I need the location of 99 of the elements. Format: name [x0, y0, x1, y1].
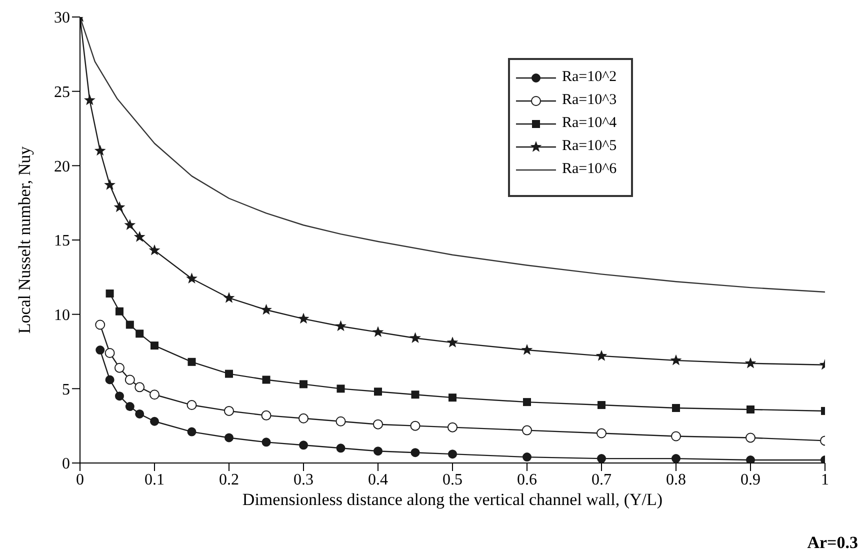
- x-axis-title: Dimensionless distance along the vertical channel wall, (Y/L): [242, 490, 663, 509]
- point: [135, 409, 144, 418]
- point: [672, 404, 680, 412]
- point: [598, 401, 606, 410]
- legend-label: Ra=10^4: [562, 115, 617, 132]
- point: [262, 376, 270, 384]
- point: [105, 375, 114, 384]
- legend-label: Ra=10^5: [562, 138, 617, 155]
- point: [150, 390, 160, 400]
- point: [374, 388, 382, 396]
- point: [260, 304, 272, 315]
- point: [224, 433, 234, 442]
- point: [446, 336, 458, 348]
- point: [134, 231, 146, 242]
- point: [186, 272, 198, 284]
- x-tick-label: 0.4: [368, 471, 388, 488]
- x-tick-label: 0.6: [517, 471, 537, 488]
- point: [95, 320, 106, 330]
- x-tick-label: 0.5: [442, 471, 462, 488]
- point: [124, 219, 136, 230]
- point: [596, 350, 608, 361]
- y-tick-label: 5: [62, 381, 70, 398]
- point: [124, 374, 135, 385]
- point: [671, 431, 681, 442]
- point: [104, 348, 115, 358]
- point: [115, 307, 124, 316]
- point: [373, 419, 383, 430]
- point: [336, 444, 346, 453]
- point: [410, 448, 420, 458]
- y-axis-title: Local Nusselt number, Nuy: [15, 146, 34, 334]
- point: [225, 370, 233, 378]
- point: [298, 413, 308, 424]
- point: [523, 398, 531, 406]
- x-tick-label: 0.8: [666, 471, 686, 488]
- point: [299, 440, 308, 450]
- point: [114, 362, 124, 373]
- point: [136, 330, 144, 338]
- point: [746, 456, 755, 463]
- point: [746, 405, 754, 414]
- point: [448, 394, 456, 402]
- point: [374, 446, 382, 456]
- point: [597, 454, 606, 463]
- point: [300, 380, 308, 388]
- point: [223, 292, 235, 303]
- y-tick-label: 15: [54, 232, 70, 250]
- y-tick-label: 30: [54, 10, 70, 27]
- point: [372, 326, 384, 338]
- point: [84, 94, 96, 106]
- point: [186, 400, 197, 410]
- legend-label: Ra=10^3: [562, 92, 617, 109]
- x-tick-label: 1: [821, 471, 829, 488]
- x-tick-label: 0: [76, 471, 84, 488]
- point: [134, 382, 145, 392]
- point: [746, 432, 756, 443]
- x-tick-label: 0.3: [294, 471, 314, 488]
- point: [125, 402, 134, 412]
- point: [521, 344, 533, 355]
- point: [187, 427, 196, 436]
- x-tick-label: 0.9: [740, 471, 760, 488]
- y-tick-label: 10: [54, 307, 70, 324]
- y-tick-label: 20: [54, 158, 70, 176]
- point: [104, 178, 116, 190]
- legend-label: Ra=10^6: [562, 161, 617, 178]
- point: [522, 425, 532, 436]
- point: [96, 346, 105, 355]
- point: [114, 392, 124, 401]
- text: Ar=0.3: [807, 533, 858, 552]
- point: [94, 144, 106, 156]
- point: [126, 320, 134, 329]
- x-tick-label: 0.1: [144, 471, 164, 488]
- point: [336, 416, 346, 426]
- point: [670, 354, 682, 366]
- y-tick-label: 0: [62, 456, 70, 473]
- x-tick-label: 0.2: [219, 471, 239, 488]
- point: [744, 357, 756, 368]
- point: [148, 244, 160, 256]
- point: [188, 358, 196, 366]
- line-series: [80, 17, 825, 293]
- point: [410, 420, 420, 431]
- point: [672, 454, 680, 463]
- legend-label: Ra=10^2: [562, 69, 617, 86]
- point: [411, 390, 420, 399]
- point: [522, 452, 532, 462]
- point: [224, 406, 234, 416]
- y-tick-label: 25: [54, 84, 70, 102]
- point: [261, 410, 272, 420]
- point: [410, 332, 421, 343]
- point: [448, 450, 457, 459]
- point: [114, 201, 126, 212]
- x-tick-label: 0.7: [592, 471, 612, 488]
- point: [262, 438, 271, 447]
- point: [335, 320, 346, 332]
- point: [150, 416, 159, 426]
- point: [298, 312, 310, 324]
- point: [106, 290, 114, 298]
- point: [150, 342, 158, 350]
- point: [336, 384, 345, 393]
- point: [596, 428, 606, 438]
- point: [448, 422, 458, 432]
